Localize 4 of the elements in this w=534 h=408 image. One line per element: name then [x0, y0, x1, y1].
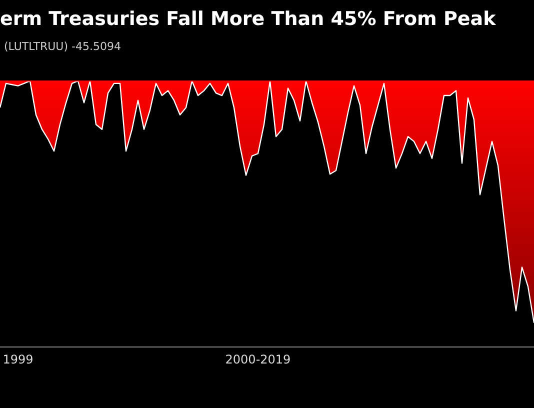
x-tick-label: 2000-2019	[225, 352, 291, 367]
x-tick-label: 1999	[2, 352, 34, 367]
chart-subtitle: (LUTLTRUU) -45.5094	[4, 40, 121, 53]
chart-title: erm Treasuries Fall More Than 45% From Peak	[0, 8, 496, 30]
